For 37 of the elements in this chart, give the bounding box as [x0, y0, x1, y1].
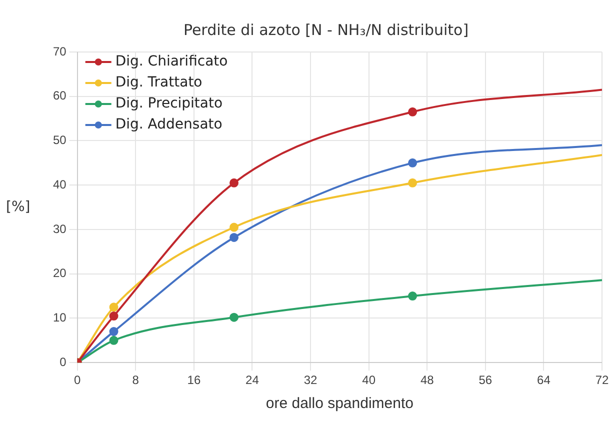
- point: [230, 178, 239, 188]
- legend-label: Dig. Chiarificato: [115, 54, 228, 70]
- legend-label: Dig. Addensato: [115, 116, 222, 133]
- x-tick-label: 64: [537, 373, 551, 388]
- y-tick-label: 20: [52, 266, 67, 280]
- y-axis-title: [%]: [6, 198, 30, 215]
- legend-label: Dig. Trattato: [115, 74, 202, 91]
- x-tick-label: 8: [132, 373, 140, 388]
- x-tick-label: 72: [595, 373, 609, 388]
- point: [408, 107, 418, 116]
- point: [230, 312, 239, 322]
- point: [109, 302, 118, 312]
- x-tick-label: 24: [246, 373, 260, 388]
- x-tick-label: 48: [420, 373, 434, 388]
- y-tick-label: 0: [60, 354, 67, 369]
- y-tick-label: 30: [52, 222, 67, 236]
- point: [109, 327, 118, 336]
- point: [109, 336, 118, 345]
- x-tick-label: 32: [304, 373, 318, 388]
- y-tick-label: 40: [52, 177, 67, 192]
- point: [408, 178, 418, 188]
- y-tick-label: 60: [52, 88, 67, 103]
- x-tick-label: 0: [74, 373, 82, 388]
- x-axis-title: ore dallo spandimento: [266, 395, 414, 412]
- y-tick-label: 10: [52, 310, 67, 325]
- point: [230, 222, 239, 232]
- x-tick-label: 16: [187, 373, 201, 388]
- point: [230, 232, 239, 242]
- y-tick-label: 70: [52, 44, 67, 58]
- x-tick-label: 40: [362, 373, 376, 388]
- point: [408, 158, 418, 168]
- x-tick-label: 56: [478, 373, 492, 388]
- legend-label: Dig. Precipitato: [115, 96, 223, 112]
- y-tick-label: 50: [52, 133, 67, 148]
- point: [408, 292, 418, 301]
- point: [109, 312, 118, 321]
- chart-title: Perdite di azoto [N - NH₃/N distribuito]: [183, 20, 469, 39]
